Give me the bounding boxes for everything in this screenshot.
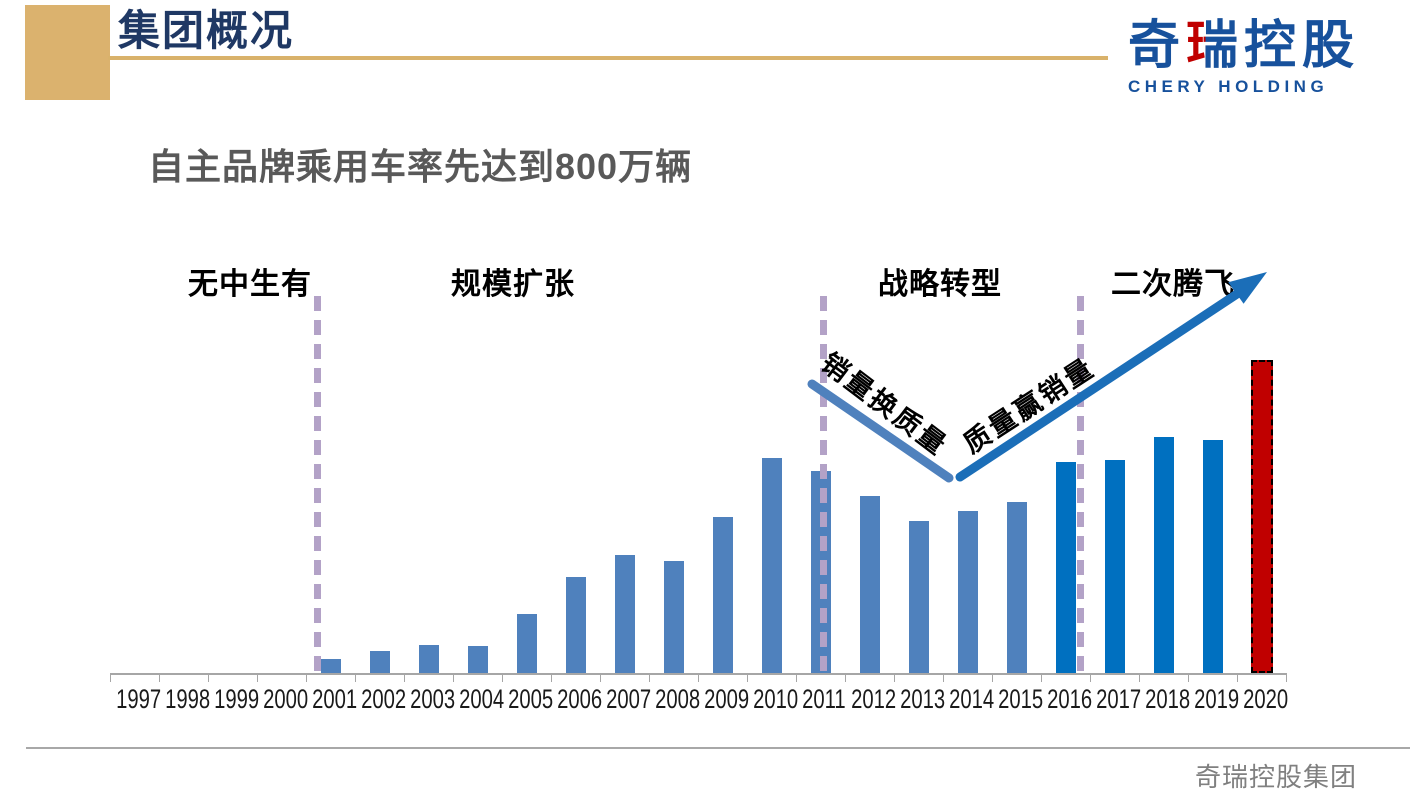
x-axis-label-2000: 2000 (263, 684, 309, 714)
bar-2016 (1055, 462, 1076, 673)
axis-tick (110, 673, 111, 682)
axis-tick (992, 673, 993, 682)
bar-2005 (516, 614, 537, 673)
bar-2006 (565, 577, 586, 673)
bar-2010 (761, 458, 782, 673)
axis-tick (404, 673, 405, 682)
logo-en-text: CHERY HOLDING (1128, 77, 1329, 97)
chery-holding-logo: 奇瑞控股 CHERY HOLDING (1128, 17, 1398, 97)
axis-tick (306, 673, 307, 682)
x-axis-label-2005: 2005 (508, 684, 554, 714)
axis-tick (1041, 673, 1042, 682)
axis-tick (257, 673, 258, 682)
phase-divider-3 (1077, 296, 1084, 673)
axis-tick (159, 673, 160, 682)
x-axis-label-2010: 2010 (753, 684, 799, 714)
phase-label-4: 二次腾飞 (1111, 268, 1235, 301)
axis-tick (894, 673, 895, 682)
x-axis-label-1999: 1999 (214, 684, 260, 714)
annotation-1: 销量换质量 (815, 347, 954, 462)
x-axis-label-2014: 2014 (949, 684, 995, 714)
logo-cn-prefix: 奇 (1128, 17, 1187, 75)
axis-tick (453, 673, 454, 682)
phase-label-3: 战略转型 (878, 268, 1002, 301)
axis-tick (943, 673, 944, 682)
x-axis-label-2012: 2012 (851, 684, 897, 714)
bar-2019 (1202, 440, 1223, 673)
x-axis-label-1997: 1997 (116, 684, 162, 714)
phase-divider-2 (820, 296, 827, 673)
axis-tick (845, 673, 846, 682)
x-axis-label-2009: 2009 (704, 684, 750, 714)
axis-tick (600, 673, 601, 682)
x-axis-label-2007: 2007 (606, 684, 652, 714)
logo-cn-suffix: 控股 (1244, 17, 1361, 75)
x-axis-label-2015: 2015 (998, 684, 1044, 714)
x-axis-label-2003: 2003 (410, 684, 456, 714)
bar-2007 (614, 555, 635, 673)
axis-tick (208, 673, 209, 682)
axis-tick (698, 673, 699, 682)
x-axis-label-2004: 2004 (459, 684, 505, 714)
header-accent-block (25, 5, 110, 100)
x-axis-label-2006: 2006 (557, 684, 603, 714)
axis-tick (649, 673, 650, 682)
bar-2004 (467, 646, 488, 673)
x-axis-label-2020: 2020 (1243, 684, 1289, 714)
bar-2020 (1250, 360, 1273, 673)
x-axis-label-2017: 2017 (1096, 684, 1142, 714)
phase-label-1: 无中生有 (188, 268, 312, 301)
logo-cn-text: 奇瑞控股 (1128, 17, 1398, 75)
bar-2013 (908, 521, 929, 673)
axis-tick (1139, 673, 1140, 682)
slide-subtitle: 自主品牌乘用车率先达到800万辆 (148, 146, 693, 187)
axis-tick (1188, 673, 1189, 682)
axis-tick (1237, 673, 1238, 682)
axis-tick (747, 673, 748, 682)
footer-divider (26, 747, 1410, 749)
x-axis-label-2008: 2008 (655, 684, 701, 714)
x-axis-label-2013: 2013 (900, 684, 946, 714)
bar-2003 (418, 645, 439, 673)
bar-2009 (712, 517, 733, 673)
x-axis-label-2002: 2002 (361, 684, 407, 714)
bar-2008 (663, 561, 684, 673)
footer-company: 奇瑞控股集团 (1195, 762, 1358, 792)
bar-2012 (859, 496, 880, 673)
x-axis-label-2016: 2016 (1047, 684, 1093, 714)
axis-tick (551, 673, 552, 682)
bar-2017 (1104, 460, 1125, 673)
x-axis-label-2011: 2011 (802, 684, 846, 714)
x-axis-label-2001: 2001 (312, 684, 358, 714)
rise-arrow-segment (955, 287, 1245, 482)
bar-2018 (1153, 437, 1174, 673)
phase-divider-1 (314, 296, 321, 673)
logo-cn-red-char: 瑞 (1186, 17, 1245, 75)
x-axis-label-2018: 2018 (1145, 684, 1191, 714)
page-title: 集团概况 (118, 7, 295, 54)
phase-label-2: 规模扩张 (451, 268, 575, 301)
axis-tick (502, 673, 503, 682)
axis-tick (1090, 673, 1091, 682)
title-underline (108, 56, 1108, 60)
bar-2014 (957, 511, 978, 673)
bar-2015 (1006, 502, 1027, 673)
axis-tick (355, 673, 356, 682)
bar-2001 (320, 659, 341, 673)
x-axis-label-2019: 2019 (1194, 684, 1240, 714)
x-axis-label-1998: 1998 (165, 684, 211, 714)
bar-2002 (369, 651, 390, 673)
axis-tick (1286, 673, 1287, 682)
axis-tick (796, 673, 797, 682)
